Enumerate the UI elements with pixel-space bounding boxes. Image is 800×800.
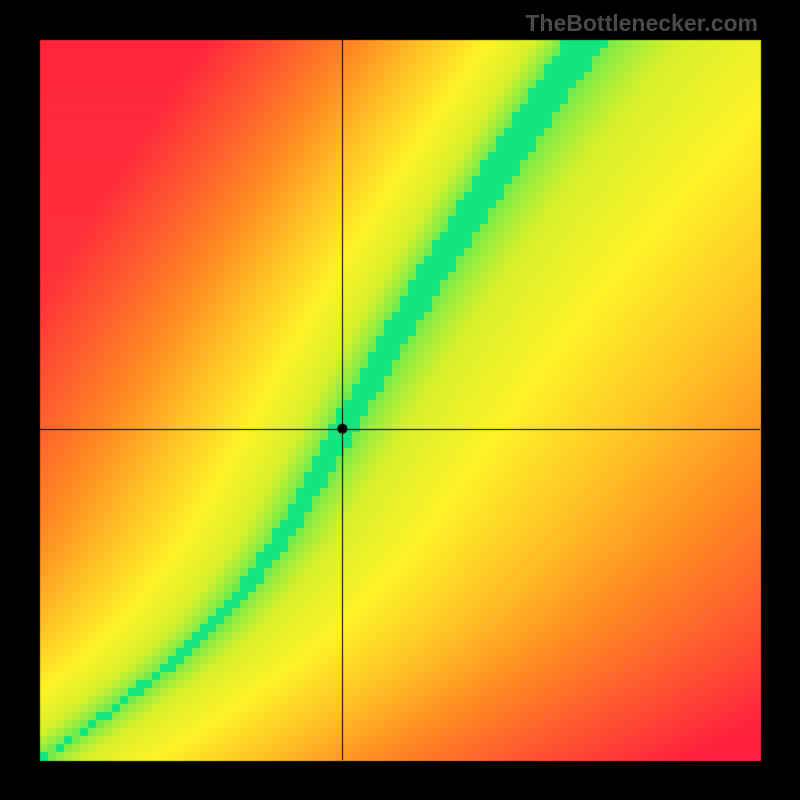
bottleneck-heatmap <box>0 0 800 800</box>
